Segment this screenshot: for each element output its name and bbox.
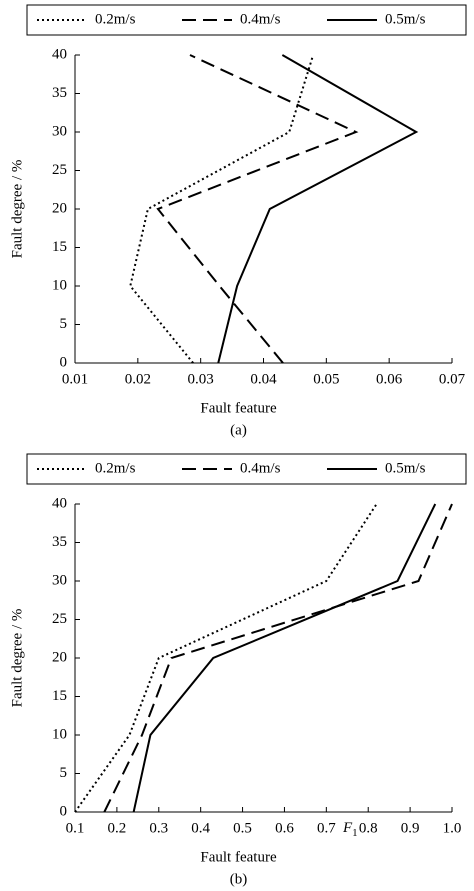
x-tick-label: 0.07 (439, 371, 466, 387)
x-tick-label: 0.6 (275, 820, 294, 836)
axis-symbol: F1 (342, 820, 358, 838)
data-line (129, 54, 315, 364)
y-tick-label: 40 (52, 495, 67, 511)
y-tick-label: 5 (60, 765, 68, 781)
x-tick-label: 0.9 (401, 820, 420, 836)
x-tick-label: 0.01 (62, 371, 88, 387)
caption: (a) (230, 422, 247, 438)
legend-label: 0.4m/s (240, 11, 281, 27)
y-tick-label: 40 (52, 46, 67, 62)
x-tick-label: 0.7 (317, 820, 336, 836)
subscript: 1 (352, 827, 358, 839)
legend-label: 0.5m/s (385, 460, 426, 476)
y-tick-label: 30 (52, 123, 67, 139)
y-tick-label: 0 (60, 803, 68, 819)
data-line (74, 503, 378, 813)
y-tick-label: 20 (52, 200, 67, 216)
y-tick-label: 25 (52, 162, 67, 178)
y-axis-label: Fault degree / % (9, 160, 25, 259)
y-tick-label: 0 (60, 354, 68, 370)
legend-label: 0.2m/s (95, 11, 136, 27)
legend-label: 0.2m/s (95, 460, 136, 476)
x-tick-label: 0.2 (108, 820, 127, 836)
x-tick-label: 1.0 (443, 820, 462, 836)
data-line (103, 503, 453, 813)
legend-label: 0.4m/s (240, 460, 281, 476)
y-tick-label: 15 (52, 688, 67, 704)
x-tick-label: 0.8 (359, 820, 378, 836)
caption: (b) (230, 871, 248, 887)
x-tick-label: 0.4 (191, 820, 210, 836)
y-tick-label: 30 (52, 572, 67, 588)
y-tick-label: 10 (52, 726, 67, 742)
x-tick-label: 0.06 (376, 371, 403, 387)
x-axis-label: Fault feature (200, 400, 277, 416)
symbol: F (342, 820, 353, 836)
x-axis-label: Fault feature (200, 849, 277, 865)
data-line (156, 54, 359, 364)
x-tick-label: 0.3 (149, 820, 168, 836)
y-axis-label: Fault degree / % (9, 609, 25, 708)
y-tick-label: 5 (60, 316, 68, 332)
data-line (132, 503, 437, 813)
y-tick-label: 35 (52, 534, 67, 550)
x-tick-label: 0.5 (233, 820, 252, 836)
y-tick-label: 15 (52, 239, 67, 255)
legend-box (26, 4, 467, 36)
y-tick-label: 35 (52, 85, 67, 101)
x-tick-label: 0.05 (313, 371, 339, 387)
x-tick-label: 0.02 (125, 371, 151, 387)
legend-label: 0.5m/s (385, 11, 426, 27)
legend-box (26, 453, 467, 485)
y-tick-label: 25 (52, 611, 67, 627)
y-tick-label: 20 (52, 649, 67, 665)
y-tick-label: 10 (52, 277, 67, 293)
x-tick-label: 0.1 (66, 820, 85, 836)
data-line (217, 54, 419, 364)
x-tick-label: 0.03 (188, 371, 214, 387)
x-tick-label: 0.04 (250, 371, 277, 387)
